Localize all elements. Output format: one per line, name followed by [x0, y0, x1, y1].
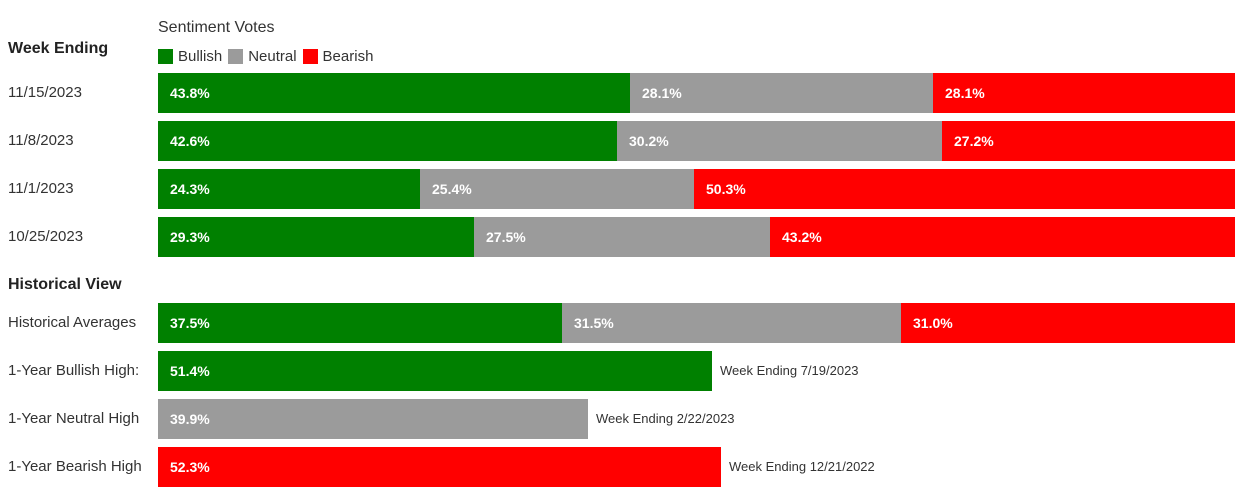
bar-segment-bullish: 42.6%: [158, 121, 617, 161]
bar-segment-bearish: 27.2%: [942, 121, 1235, 161]
week-row-1-label: 11/8/2023: [8, 132, 74, 149]
bar-segment-neutral: 30.2%: [617, 121, 942, 161]
bar-segment-bullish: 29.3%: [158, 217, 474, 257]
legend-item-neutral: Neutral: [228, 47, 297, 65]
high-row-neutral-note: Week Ending 2/22/2023: [596, 411, 735, 426]
high-row-neutral-bar: 39.9%: [158, 399, 588, 439]
week-row-2-label: 11/1/2023: [8, 180, 74, 197]
bar-segment-neutral: 28.1%: [630, 73, 933, 113]
historical-averages-row-label: Historical Averages: [8, 314, 137, 331]
legend-swatch-bullish: [158, 48, 173, 64]
historical-view-header: Historical View: [8, 276, 122, 293]
week-row-3-bar: 29.3% 27.5% 43.2%: [158, 217, 1235, 257]
high-row-bullish-bar: 51.4%: [158, 351, 712, 391]
legend-label-neutral: Neutral: [248, 47, 297, 65]
bar-segment-bullish: 24.3%: [158, 169, 420, 209]
bar-segment-bearish: 43.2%: [770, 217, 1235, 257]
high-row-bearish-note: Week Ending 12/21/2022: [729, 459, 875, 474]
legend-item-bearish: Bearish: [302, 47, 374, 65]
week-row-1-bar: 42.6% 30.2% 27.2%: [158, 121, 1235, 161]
week-row-3-label: 10/25/2023: [8, 228, 84, 245]
bar-segment-bearish: 50.3%: [694, 169, 1235, 209]
week-row-2-bar: 24.3% 25.4% 50.3%: [158, 169, 1235, 209]
bar-segment-neutral: 31.5%: [562, 303, 901, 343]
bar-segment-bullish: 37.5%: [158, 303, 562, 343]
legend-label-bullish: Bullish: [178, 47, 223, 65]
bar-segment-bullish: 43.8%: [158, 73, 630, 113]
bar-segment-neutral: 39.9%: [158, 399, 588, 439]
legend-swatch-bearish: [302, 48, 318, 64]
week-row-0-label: 11/15/2023: [8, 84, 82, 101]
high-row-bearish-bar: 52.3%: [158, 447, 721, 487]
high-row-neutral-label: 1-Year Neutral High: [8, 410, 140, 427]
high-row-bullish-label: 1-Year Bullish High:: [8, 362, 140, 379]
bar-segment-bearish: 52.3%: [158, 447, 721, 487]
legend-label-bearish: Bearish: [322, 47, 374, 65]
legend: Bullish Neutral Bearish: [158, 47, 379, 65]
chart-title: Sentiment Votes: [158, 19, 275, 36]
bar-segment-bearish: 28.1%: [933, 73, 1235, 113]
bar-segment-neutral: 27.5%: [474, 217, 770, 257]
week-ending-header: Week Ending: [8, 40, 109, 57]
high-row-bullish-note: Week Ending 7/19/2023: [720, 363, 859, 378]
high-row-bearish-label: 1-Year Bearish High: [8, 458, 142, 475]
week-row-0-bar: 43.8% 28.1% 28.1%: [158, 73, 1235, 113]
legend-item-bullish: Bullish: [158, 48, 222, 65]
bar-segment-bearish: 31.0%: [901, 303, 1235, 343]
legend-swatch-neutral: [228, 48, 244, 64]
bar-segment-neutral: 25.4%: [420, 169, 694, 209]
historical-averages-row-bar: 37.5% 31.5% 31.0%: [158, 303, 1235, 343]
bar-segment-bullish: 51.4%: [158, 351, 712, 391]
